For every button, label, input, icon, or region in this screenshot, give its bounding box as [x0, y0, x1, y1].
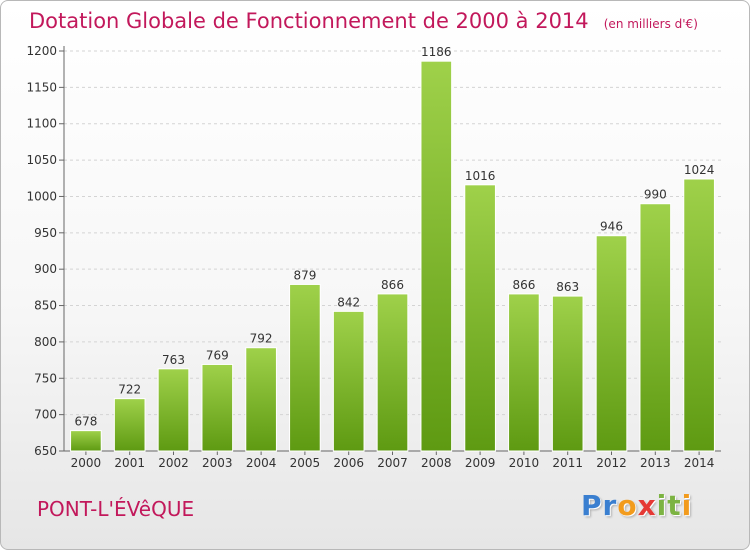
commune-name: PONT-L'ÉVêQUE — [37, 497, 195, 521]
bar-2008 — [420, 60, 453, 452]
bar-2001 — [113, 398, 146, 452]
y-tick-label: 1150 — [26, 80, 57, 94]
x-tick-label: 2010 — [509, 456, 540, 470]
brand-letter: i — [681, 489, 693, 522]
bars — [70, 60, 715, 452]
y-tick-label: 650 — [34, 444, 57, 458]
bar-value-label: 866 — [381, 278, 404, 292]
bar-value-label: 842 — [337, 295, 360, 309]
x-tick-label: 2009 — [465, 456, 496, 470]
labels: 650 700 750 800 850 900 950 1000 1050 1100 1150 120… — [26, 44, 714, 470]
bar-value-label: 1186 — [421, 45, 452, 59]
bar-value-label: 1024 — [684, 163, 715, 177]
brand-letter: x — [637, 489, 657, 522]
brand-letter: i — [656, 489, 668, 522]
chart-subtitle: (en milliers d'€) — [603, 17, 698, 31]
bar-value-label: 769 — [206, 348, 229, 362]
bar-2012 — [595, 235, 628, 452]
bar-value-label: 678 — [74, 415, 97, 429]
bar-value-label: 792 — [250, 332, 273, 346]
bar-value-label: 1016 — [465, 169, 496, 183]
brand-letter: r — [602, 489, 618, 522]
x-tick-label: 2004 — [246, 456, 277, 470]
y-tick-label: 950 — [34, 226, 57, 240]
y-tick-label: 1200 — [26, 44, 57, 58]
x-tick-label: 2007 — [377, 456, 408, 470]
x-tick-label: 2001 — [114, 456, 145, 470]
x-tick-label: 2003 — [202, 456, 233, 470]
bar-value-label: 763 — [162, 353, 185, 367]
bar-2010 — [508, 293, 540, 452]
y-tick-label: 900 — [34, 262, 57, 276]
x-tick-label: 2000 — [71, 456, 102, 470]
bar-value-label: 990 — [644, 188, 667, 202]
y-tick-label: 1100 — [26, 117, 57, 131]
x-tick-label: 2008 — [421, 456, 452, 470]
brand-letter: P — [581, 489, 603, 522]
bar-value-label: 879 — [293, 268, 316, 282]
bar-value-label: 863 — [556, 280, 579, 294]
bar-2011 — [551, 295, 584, 452]
x-tick-label: 2014 — [684, 456, 715, 470]
bar-2013 — [639, 203, 672, 452]
bar-2000 — [70, 430, 102, 452]
y-tick-label: 1000 — [26, 189, 57, 203]
bar-2009 — [464, 184, 496, 452]
y-tick-label: 850 — [34, 299, 57, 313]
bar-2002 — [157, 368, 190, 452]
bar-2007 — [376, 293, 409, 452]
bar-2014 — [683, 178, 715, 452]
brand-letter: o — [617, 489, 638, 522]
chart-title: Dotation Globale de Fonctionnement de 20… — [29, 9, 589, 33]
bar-value-label: 946 — [600, 220, 623, 234]
bar-2004 — [245, 347, 277, 452]
x-tick-label: 2006 — [333, 456, 364, 470]
x-tick-label: 2012 — [596, 456, 627, 470]
brand-letter: t — [667, 489, 682, 522]
y-tick-label: 1050 — [26, 153, 57, 167]
bar-2003 — [201, 363, 234, 452]
brand-logo: Proxiti — [581, 489, 692, 522]
y-tick-label: 750 — [34, 371, 57, 385]
title-row: Dotation Globale de Fonctionnement de 20… — [29, 9, 698, 33]
x-tick-label: 2002 — [158, 456, 189, 470]
bar-value-label: 722 — [118, 383, 141, 397]
x-tick-label: 2013 — [640, 456, 671, 470]
x-tick-label: 2011 — [552, 456, 583, 470]
y-tick-label: 700 — [34, 408, 57, 422]
x-tick-label: 2005 — [290, 456, 321, 470]
bar-value-label: 866 — [512, 278, 535, 292]
bar-2005 — [289, 283, 321, 452]
bar-2006 — [332, 310, 365, 452]
y-tick-label: 800 — [34, 335, 57, 349]
